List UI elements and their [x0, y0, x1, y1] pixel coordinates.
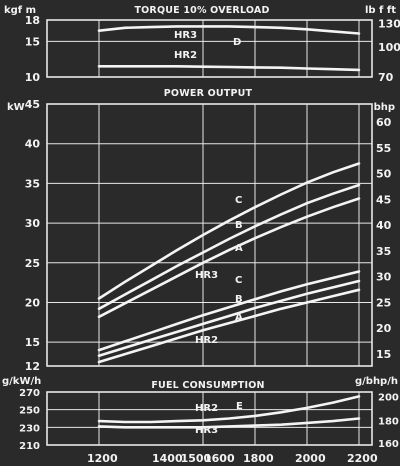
- x-tick-2000: 2000: [295, 452, 326, 465]
- x-tick-2200: 2200: [347, 452, 378, 465]
- fuel-right-tick: 180: [378, 416, 399, 427]
- power-series-c-0: [97, 162, 361, 300]
- fuel-frame: [46, 391, 373, 446]
- torque-label-d: D: [233, 37, 241, 48]
- torque-right-tick: 70: [378, 71, 394, 84]
- torque-series-hr2: [97, 65, 361, 72]
- power-panel: POWER OUTPUT kW bhp: [7, 88, 395, 113]
- torque-left-tick: 10: [25, 71, 41, 84]
- power-series-hr3-c-3: [97, 270, 361, 352]
- plot-layer: 10 15 18 70 100 130 HR3 D HR2 12 15 20 25 30 35 40 45 15 2…: [19, 14, 400, 465]
- fuel-left-tick: 250: [19, 406, 40, 417]
- x-tick-1400: 1400: [152, 452, 183, 465]
- power-label-hr2: HR2: [195, 335, 218, 346]
- power-left-tick: 25: [25, 257, 40, 270]
- power-series-b-1: [97, 183, 361, 311]
- fuel-label-hr2: HR2: [195, 403, 218, 414]
- x-tick-1500: 1500: [181, 452, 212, 465]
- fuel-left-unit: g/kW/h: [2, 376, 41, 387]
- fuel-right-unit: g/bhp/h: [355, 376, 398, 387]
- power-label-a: A: [235, 312, 243, 323]
- fuel-title: FUEL CONSUMPTION: [151, 380, 264, 391]
- x-tick-1800: 1800: [243, 452, 274, 465]
- power-title: POWER OUTPUT: [164, 88, 253, 99]
- torque-right-unit: lb f ft: [365, 5, 396, 16]
- power-frame: [46, 103, 373, 367]
- power-right-tick: 25: [376, 296, 391, 309]
- fuel-right-tick: 160: [378, 439, 399, 450]
- fuel-left-tick: 230: [19, 423, 40, 434]
- fuel-left-tick: 210: [19, 441, 40, 452]
- power-right-tick: 30: [376, 271, 392, 284]
- fuel-series-hr2: [97, 395, 361, 424]
- fuel-label-e: E: [236, 401, 243, 412]
- power-right-tick: 50: [376, 168, 392, 181]
- power-left-unit: kW: [7, 102, 25, 113]
- fuel-series-hr3: [97, 417, 361, 429]
- power-right-tick: 40: [376, 219, 392, 232]
- power-label-b: B: [235, 220, 243, 231]
- power-left-tick: 45: [25, 98, 40, 111]
- power-right-tick: 55: [376, 142, 391, 155]
- power-label-hr3: HR3: [195, 270, 218, 281]
- x-tick-1200: 1200: [87, 452, 118, 465]
- torque-label-hr2: HR2: [174, 50, 197, 61]
- torque-left-tick: 15: [25, 35, 40, 48]
- fuel-right-tick: 200: [378, 392, 399, 403]
- power-left-tick: 12: [25, 360, 40, 373]
- x-tick-1600: 1600: [204, 452, 235, 465]
- torque-left-tick: 18: [25, 14, 40, 27]
- power-left-tick: 40: [25, 138, 41, 151]
- power-left-tick: 15: [25, 336, 40, 349]
- torque-right-tick: 130: [378, 18, 400, 31]
- power-left-tick: 35: [25, 177, 40, 190]
- power-right-tick: 60: [376, 116, 392, 129]
- power-right-tick: 20: [376, 322, 392, 335]
- torque-series-hr3: [97, 25, 361, 35]
- torque-panel: kgf m lb f ft TORQUE 10% OVERLOAD: [4, 5, 396, 16]
- power-label-a: A: [235, 243, 243, 254]
- torque-label-hr3: HR3: [174, 30, 197, 41]
- power-series-a-2: [97, 197, 361, 319]
- power-left-tick: 20: [25, 296, 41, 309]
- torque-title: TORQUE 10% OVERLOAD: [134, 5, 269, 16]
- power-right-tick: 45: [376, 193, 391, 206]
- fuel-left-tick: 270: [19, 388, 40, 399]
- power-series-hr2-5: [97, 288, 361, 364]
- power-right-unit: bhp: [374, 102, 395, 113]
- fuel-label-hr3: HR3: [195, 425, 218, 436]
- power-right-tick: 15: [376, 348, 391, 361]
- power-right-tick: 35: [376, 245, 391, 258]
- power-label-b: B: [235, 294, 243, 305]
- torque-right-tick: 100: [378, 41, 400, 54]
- fuel-panel: FUEL CONSUMPTION g/kW/h g/bhp/h: [2, 376, 398, 391]
- torque-left-unit: kgf m: [4, 5, 36, 16]
- power-label-c: C: [235, 195, 242, 206]
- power-series-hr3-b-4: [97, 279, 361, 357]
- power-label-c: C: [235, 275, 242, 286]
- power-left-tick: 30: [25, 217, 41, 230]
